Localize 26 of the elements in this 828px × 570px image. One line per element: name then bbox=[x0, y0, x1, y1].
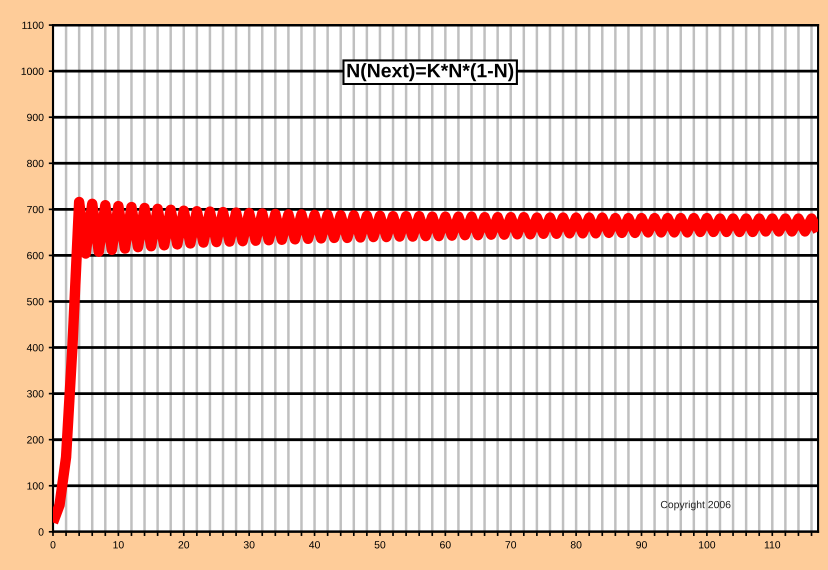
x-tick-label: 60 bbox=[440, 541, 451, 548]
y-tick-label: 200 bbox=[27, 436, 44, 444]
y-tick-label: 700 bbox=[27, 206, 44, 214]
x-tick-label: 90 bbox=[636, 541, 647, 548]
y-tick-label: 900 bbox=[27, 114, 44, 122]
x-tick-label: 20 bbox=[178, 541, 190, 548]
x-tick-label: 110 bbox=[764, 541, 780, 548]
x-tick-label: 80 bbox=[570, 541, 582, 548]
x-tick-label: 40 bbox=[309, 541, 320, 548]
y-tick-label: 100 bbox=[27, 482, 44, 490]
x-tick-label: 30 bbox=[244, 541, 255, 548]
y-tick-label: 800 bbox=[27, 160, 44, 168]
y-tick-label: 1100 bbox=[22, 22, 44, 29]
x-tick-label: 70 bbox=[505, 541, 516, 548]
y-tick-label: 600 bbox=[27, 252, 44, 260]
y-tick-label: 0 bbox=[38, 528, 44, 536]
x-tick-label: 0 bbox=[50, 541, 56, 548]
x-tick-label: 100 bbox=[699, 541, 716, 548]
y-tick-label: 400 bbox=[26, 344, 44, 352]
text: N(Next)=K*N*(1-N) bbox=[347, 63, 514, 82]
y-tick-label: 500 bbox=[27, 298, 44, 306]
y-tick-label: 300 bbox=[26, 390, 44, 398]
annotation: Copyright 2006 bbox=[660, 500, 731, 510]
x-tick-label: 10 bbox=[113, 541, 124, 548]
x-tick-label: 50 bbox=[374, 541, 386, 548]
y-tick-label: 1000 bbox=[22, 68, 44, 76]
